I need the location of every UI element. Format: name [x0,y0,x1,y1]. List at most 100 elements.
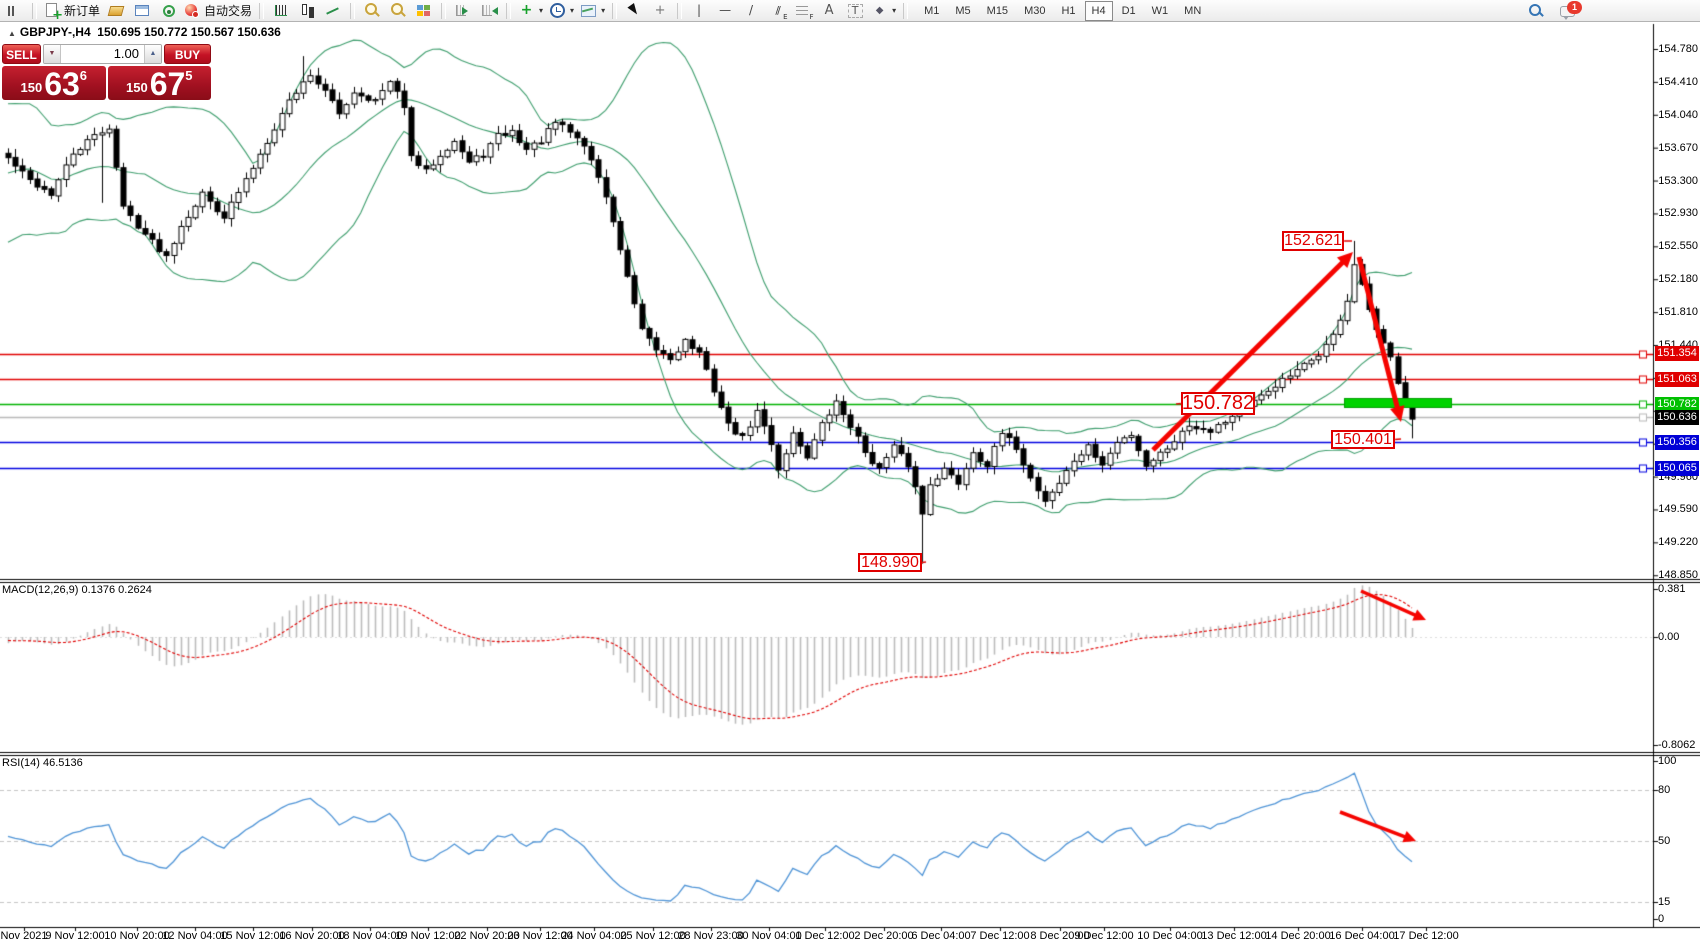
time-tick-label: 10 Nov 20:00 [104,930,170,942]
price-annotation[interactable]: 148.990 [858,553,922,572]
toolbar-separator [903,2,909,19]
indicators-icon[interactable]: + [515,1,546,21]
buy-price[interactable]: 150 67 5 [107,66,211,100]
rsi-tick-label: 50 [1658,835,1671,847]
time-tick-label: 7 Dec 12:00 [970,930,1030,942]
cursor-icon [626,3,643,18]
price-tick-label: 152.180 [1658,273,1698,286]
toolbar-separator [32,2,37,19]
time-tick-label: 2 Dec 20:00 [854,930,914,942]
price-tick-label: 153.670 [1658,141,1698,154]
arrows-icon: ◆ [875,5,884,16]
horizontal-line-icon: — [719,3,732,17]
price-annotation[interactable]: 150.401 [1331,430,1395,449]
signals-icon[interactable] [155,1,181,21]
vertical-line-icon: | [697,3,702,17]
timeframe-m30[interactable]: M30 [1024,4,1046,17]
time-tick-label: 8 Dec 20:00 [1030,930,1090,942]
data-window-icon [134,3,151,18]
horizontal-line-icon[interactable]: — [712,1,738,21]
volume-decrease-button[interactable] [44,45,61,63]
zoom-in-icon[interactable]: + [359,1,385,21]
buy-button[interactable]: BUY [164,44,211,64]
tile-windows-icon[interactable] [411,1,437,21]
bar-chart-icon[interactable] [268,1,294,21]
timeframe-h4[interactable]: H4 [1084,0,1113,21]
rsi-label: RSI(14) 46.5136 [2,757,83,769]
timeframe-w1[interactable]: W1 [1151,4,1169,17]
toolbar-separator [350,2,356,19]
periods-icon[interactable] [546,1,577,21]
text-label-icon: T [847,3,863,18]
timeframe-m1[interactable]: M1 [924,4,940,17]
time-tick-label: 10 Dec 04:00 [1137,930,1203,942]
time-tick-label: 28 Nov 23:00 [678,930,744,942]
price-annotation[interactable]: 150.782 [1181,392,1255,415]
market-watch-icon [108,3,125,18]
volume-increase-button[interactable] [144,45,161,63]
trendline-icon[interactable]: / [738,1,764,21]
chart-shift-icon [481,3,498,18]
arrows-icon[interactable]: ◆ [868,1,899,21]
vertical-line-icon[interactable]: | [686,1,712,21]
timeframe-m5[interactable]: M5 [955,4,971,17]
macd-tick-label: 0.00 [1658,631,1680,643]
volume-field[interactable]: 1.00 [113,46,139,61]
price-tick-label: 149.590 [1658,503,1698,516]
periods-icon [549,3,566,18]
market-watch-icon[interactable] [103,1,129,21]
chart-shift-icon[interactable] [476,1,502,21]
equidistant-channel-icon[interactable]: // [764,1,790,21]
time-tick-label: 19 Nov 12:00 [395,930,461,942]
candlestick-chart-icon[interactable] [294,1,320,21]
templates-icon[interactable] [577,1,608,21]
price-badge: 150.065 [1655,460,1699,476]
text-icon[interactable]: A [816,1,842,21]
fibonacci-icon [795,3,814,21]
crosshair-icon[interactable]: + [647,1,673,21]
data-window-icon[interactable] [129,1,155,21]
tile-windows-icon [416,3,433,18]
zoom-out-icon[interactable]: − [385,1,411,21]
rsi-tick-label: 0 [1658,913,1665,925]
price-annotation[interactable]: 152.621 [1282,231,1344,251]
timeframe-d1[interactable]: D1 [1121,4,1136,17]
cursor-icon[interactable] [621,1,647,21]
macd-label: MACD(12,26,9) 0.1376 0.2624 [2,584,152,596]
auto-scroll-icon[interactable] [450,1,476,21]
fibonacci-icon[interactable] [790,1,816,21]
auto-scroll-icon [455,3,472,18]
chat-icon[interactable]: 1 [1560,0,1582,20]
time-tick-label: 17 Dec 12:00 [1393,930,1459,942]
equidistant-channel-icon: // [769,3,787,21]
timeframe-h1[interactable]: H1 [1061,4,1076,17]
time-tick-label: 23 Nov 12:00 [507,930,573,942]
text-icon: A [824,3,834,18]
timeframe-m15[interactable]: M15 [986,4,1009,17]
text-label-icon[interactable]: T [842,1,868,21]
time-tick-label: 6 Dec 04:00 [911,930,971,942]
time-tick-label: 1 Dec 12:00 [795,930,855,942]
price-tick-label: 154.410 [1658,75,1698,88]
new-order-button-label: 新订单 [64,4,101,18]
sell-button[interactable]: SELL [2,44,41,64]
price-tick-label: 149.220 [1658,536,1698,549]
new-order-button[interactable]: 新订单 [41,1,103,22]
autotrading-button [184,3,201,18]
line-chart-icon [325,3,342,18]
toolbar-separator [441,2,447,19]
search-icon[interactable] [1527,3,1544,18]
toolbar-separator [506,2,512,19]
templates-icon [580,3,597,18]
time-tick-label: 12 Nov 04:00 [162,930,228,942]
price-badge: 151.063 [1655,371,1699,387]
symbol-period: GBPJPY-,H4 [19,25,91,39]
chart-window-icon[interactable] [2,1,28,21]
line-chart-icon[interactable] [320,1,346,21]
timeframe-mn[interactable]: MN [1184,4,1202,17]
autotrading-button[interactable]: 自动交易 [181,1,255,21]
sell-price[interactable]: 150 63 6 [2,66,106,100]
time-tick-label: Nov 2021 [0,930,48,942]
